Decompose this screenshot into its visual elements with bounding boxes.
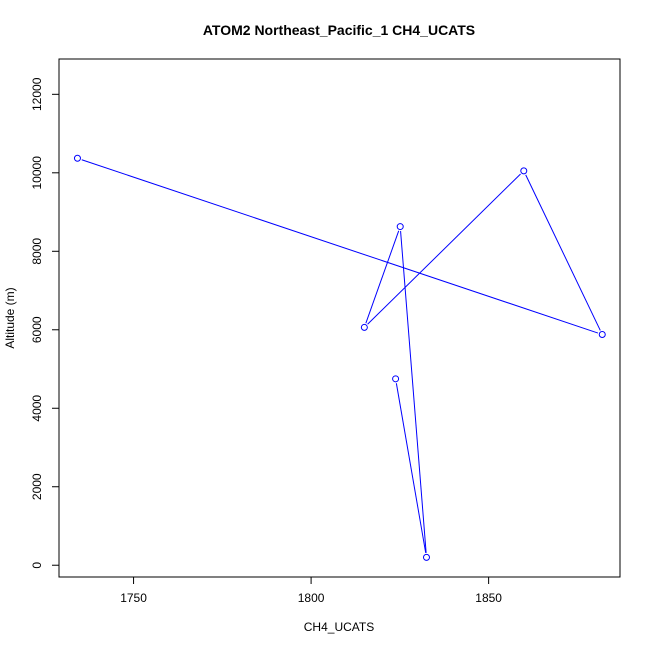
y-tick-label: 12000 [30, 77, 44, 111]
chart-title: ATOM2 Northeast_Pacific_1 CH4_UCATS [203, 22, 475, 38]
y-tick-label: 4000 [30, 395, 44, 422]
plot-frame [58, 58, 621, 578]
data-point [396, 223, 404, 231]
data-point [520, 167, 528, 175]
data-point [360, 323, 368, 331]
data-point [392, 375, 400, 383]
y-tick-label: 6000 [30, 316, 44, 343]
data-point [422, 553, 430, 561]
y-axis-label: Altitude (m) [3, 287, 17, 348]
series-line-segment [365, 230, 400, 324]
y-tick-label: 10000 [30, 156, 44, 190]
series-line-segment [400, 231, 427, 553]
x-axis: 1750 1800 1850 [120, 576, 502, 605]
x-tick-label: 1800 [298, 591, 325, 605]
series-line-segment [525, 174, 601, 331]
y-tick-label: 0 [30, 562, 44, 569]
series-line-segment [81, 159, 599, 334]
data-point [73, 154, 81, 162]
y-tick-label: 2000 [30, 473, 44, 500]
x-tick-label: 1750 [120, 591, 147, 605]
y-tick-label: 8000 [30, 238, 44, 265]
x-axis-label: CH4_UCATS [304, 620, 374, 634]
y-axis: 0 2000 4000 6000 8000 10000 12000 [30, 77, 60, 569]
series-layer [73, 154, 606, 561]
data-point [598, 330, 606, 338]
series-line-segment [395, 383, 427, 554]
series-line-segment [367, 173, 521, 325]
x-tick-label: 1850 [475, 591, 502, 605]
